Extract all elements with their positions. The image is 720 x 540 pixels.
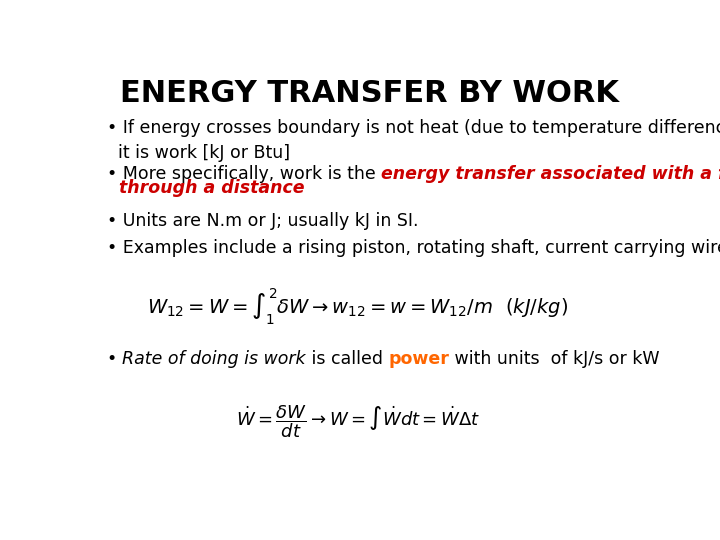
Text: $\dot{W} = \dfrac{\delta W}{dt} \rightarrow W = \int \dot{W} dt = \dot{W} \Delta: $\dot{W} = \dfrac{\delta W}{dt} \rightar… <box>235 404 480 440</box>
Text: • Examples include a rising piston, rotating shaft, current carrying wire, etc.: • Examples include a rising piston, rota… <box>107 239 720 258</box>
Text: is called: is called <box>306 349 389 368</box>
Text: energy transfer associated with a force acting: energy transfer associated with a force … <box>381 165 720 183</box>
Text: • More specifically, work is the: • More specifically, work is the <box>107 165 381 183</box>
Text: through a distance: through a distance <box>107 179 305 197</box>
Text: • If energy crosses boundary is not heat (due to temperature difference) then
  : • If energy crosses boundary is not heat… <box>107 119 720 162</box>
Text: $W_{12} = W = \int_{1}^{2} \delta W \rightarrow w_{12} = w = W_{12} / m \ \ (kJ : $W_{12} = W = \int_{1}^{2} \delta W \rig… <box>148 287 568 327</box>
Text: •: • <box>107 349 122 368</box>
Text: power: power <box>389 349 449 368</box>
Text: Rate of doing is work: Rate of doing is work <box>122 349 306 368</box>
Text: with units  of kJ/s or kW: with units of kJ/s or kW <box>449 349 660 368</box>
Text: • Units are N.m or J; usually kJ in SI.: • Units are N.m or J; usually kJ in SI. <box>107 212 418 231</box>
Text: ENERGY TRANSFER BY WORK: ENERGY TRANSFER BY WORK <box>120 79 618 109</box>
